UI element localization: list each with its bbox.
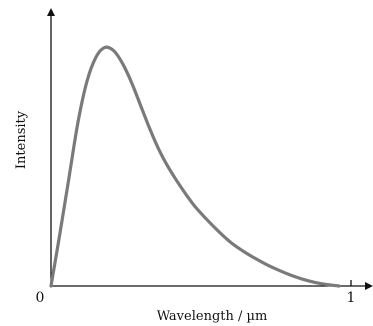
x-axis-label: Wavelength / µm bbox=[157, 309, 268, 324]
y-axis-label: Intensity bbox=[14, 110, 29, 169]
intensity-curve bbox=[49, 45, 341, 288]
x-tick-label-0: 0 bbox=[36, 290, 45, 306]
x-tick-label-1: 1 bbox=[347, 290, 356, 306]
